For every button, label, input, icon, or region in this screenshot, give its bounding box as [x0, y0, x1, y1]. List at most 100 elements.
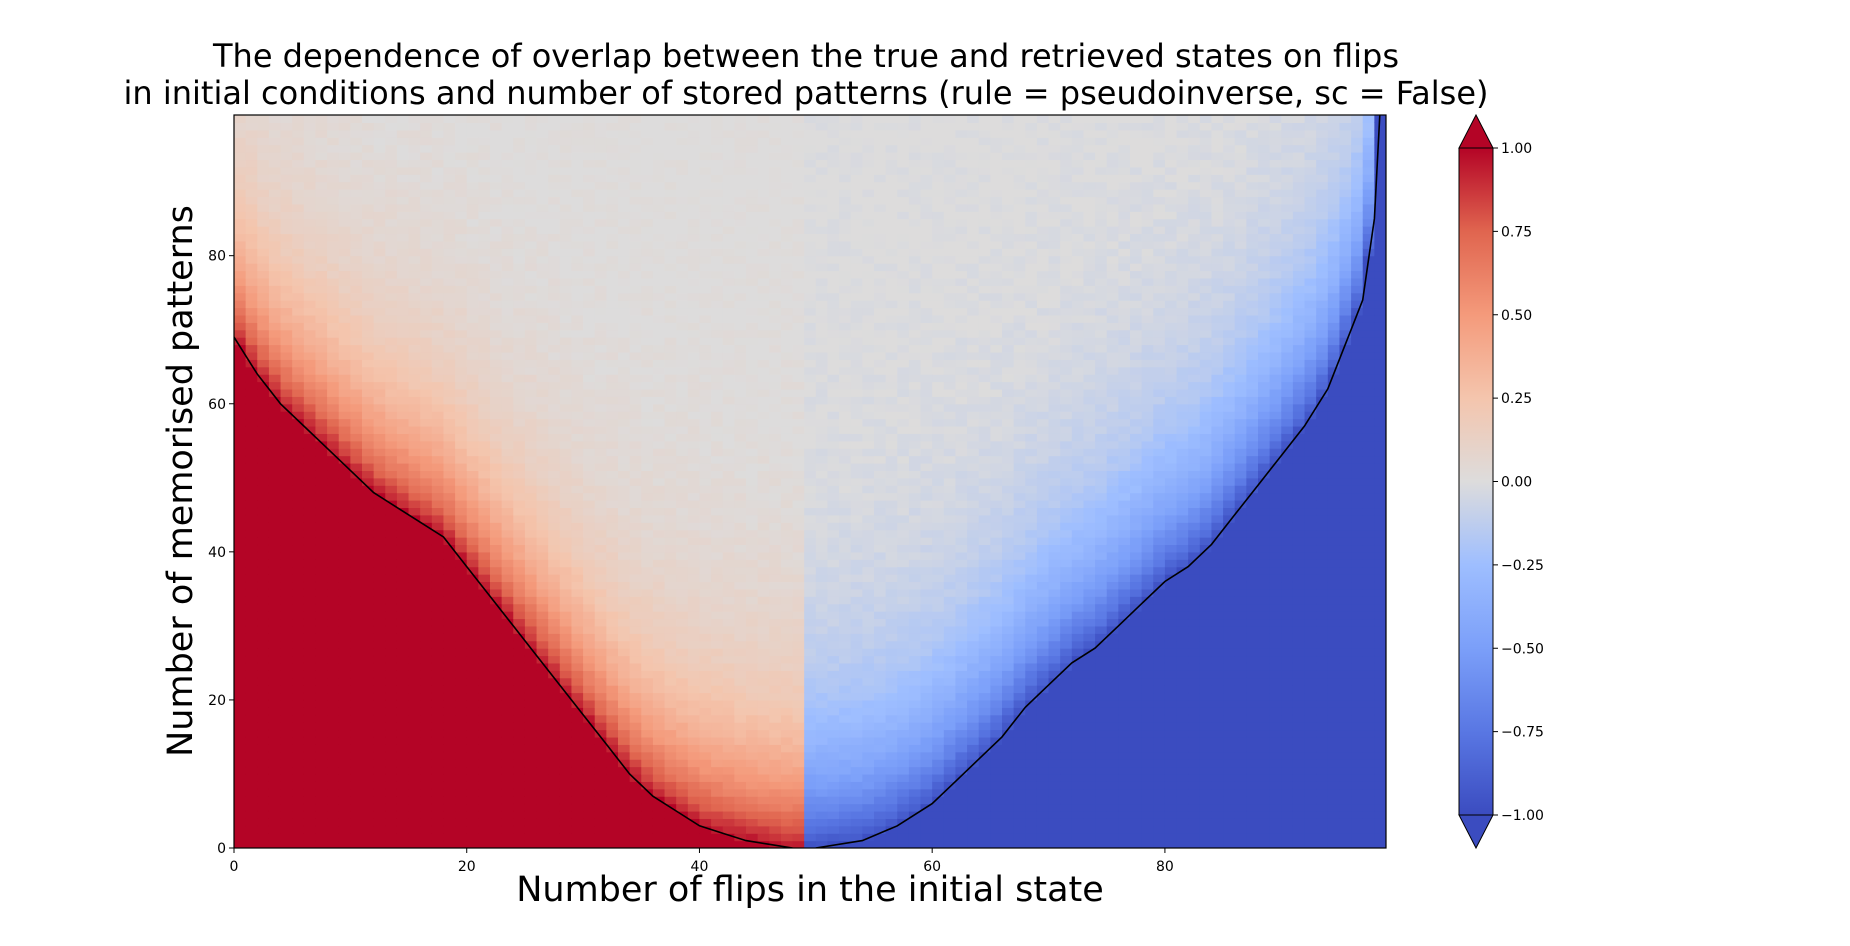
- heatmap-cell: [699, 166, 712, 175]
- heatmap-cell: [350, 203, 363, 212]
- heatmap-cell: [420, 766, 433, 775]
- heatmap-cell: [268, 403, 282, 412]
- heatmap-cell: [257, 544, 270, 553]
- heatmap-cell: [513, 588, 526, 597]
- heatmap-cell: [466, 529, 479, 538]
- heatmap-cell: [280, 455, 293, 464]
- heatmap-cell: [234, 152, 247, 161]
- heatmap-cell: [804, 211, 817, 220]
- heatmap-cell: [315, 588, 328, 597]
- heatmap-cell: [652, 677, 666, 686]
- heatmap-cell: [396, 277, 410, 286]
- heatmap-cell: [373, 285, 386, 294]
- heatmap-cell: [501, 270, 514, 279]
- heatmap-cell: [373, 707, 386, 716]
- heatmap-cell: [548, 825, 561, 834]
- heatmap-cell: [746, 425, 759, 434]
- heatmap-cell: [583, 759, 596, 768]
- heatmap-cell: [443, 544, 456, 553]
- heatmap-cell: [746, 337, 759, 346]
- heatmap-cell: [746, 189, 759, 198]
- heatmap-cell: [687, 840, 701, 848]
- heatmap-cell: [396, 366, 410, 375]
- heatmap-cell: [559, 189, 573, 198]
- heatmap-cell: [431, 403, 445, 412]
- heatmap-cell: [396, 159, 410, 168]
- heatmap-cell: [455, 470, 468, 479]
- heatmap-cell: [257, 603, 270, 612]
- heatmap-cell: [385, 588, 398, 597]
- heatmap-cell: [268, 307, 282, 316]
- heatmap-cell: [466, 248, 479, 257]
- heatmap-cell: [676, 692, 689, 701]
- heatmap-cell: [606, 618, 619, 627]
- heatmap-cell: [804, 307, 817, 316]
- heatmap-cell: [431, 744, 445, 753]
- heatmap-cell: [350, 537, 363, 546]
- heatmap-cell: [804, 633, 817, 642]
- heatmap-cell: [559, 411, 573, 420]
- heatmap-cell: [443, 685, 456, 694]
- heatmap-cell: [490, 174, 503, 183]
- heatmap-cell: [234, 492, 247, 501]
- heatmap-cell: [268, 655, 282, 664]
- heatmap-cell: [559, 766, 573, 775]
- heatmap-cell: [455, 307, 468, 316]
- heatmap-cell: [315, 633, 328, 642]
- heatmap-cell: [373, 500, 386, 509]
- heatmap-cell: [350, 751, 363, 760]
- heatmap-cell: [292, 596, 305, 605]
- heatmap-cell: [362, 129, 375, 138]
- heatmap-cell: [652, 625, 666, 634]
- heatmap-cell: [746, 781, 759, 790]
- heatmap-cell: [804, 677, 817, 686]
- heatmap-cell: [722, 840, 735, 848]
- heatmap-cell: [757, 670, 770, 679]
- heatmap-cell: [571, 240, 584, 249]
- heatmap-cell: [722, 425, 735, 434]
- heatmap-cell: [559, 403, 573, 412]
- heatmap-cell: [455, 270, 468, 279]
- heatmap-cell: [478, 366, 491, 375]
- heatmap-cell: [280, 492, 293, 501]
- heatmap-cell: [327, 714, 340, 723]
- heatmap-cell: [641, 603, 654, 612]
- heatmap-cell: [652, 485, 666, 494]
- heatmap-cell: [501, 662, 514, 671]
- heatmap-cell: [711, 218, 724, 227]
- heatmap-cell: [594, 773, 607, 782]
- heatmap-cell: [711, 766, 724, 775]
- heatmap-cell: [618, 137, 631, 146]
- heatmap-cell: [792, 396, 805, 405]
- heatmap-cell: [234, 551, 247, 560]
- heatmap-cell: [268, 633, 282, 642]
- heatmap-cell: [641, 714, 654, 723]
- heatmap-cell: [327, 492, 340, 501]
- heatmap-cell: [641, 692, 654, 701]
- heatmap-cell: [338, 226, 351, 235]
- heatmap-cell: [303, 263, 317, 272]
- heatmap-cell: [652, 152, 666, 161]
- heatmap-cell: [734, 218, 747, 227]
- heatmap-cell: [629, 751, 642, 760]
- heatmap-cell: [373, 670, 386, 679]
- heatmap-cell: [490, 137, 503, 146]
- heatmap-cell: [757, 403, 770, 412]
- heatmap-cell: [315, 455, 328, 464]
- heatmap-cell: [338, 211, 351, 220]
- heatmap-cell: [234, 263, 247, 272]
- heatmap-cell: [490, 181, 503, 190]
- heatmap-cell: [501, 440, 514, 449]
- heatmap-cell: [804, 181, 817, 190]
- heatmap-cell: [618, 492, 631, 501]
- heatmap-cell: [746, 722, 759, 731]
- heatmap-cell: [338, 588, 351, 597]
- heatmap-cell: [327, 166, 340, 175]
- heatmap-cell: [315, 492, 328, 501]
- heatmap-cell: [606, 440, 619, 449]
- heatmap-cell: [466, 810, 479, 819]
- heatmap-cell: [408, 144, 421, 153]
- heatmap-cell: [606, 366, 619, 375]
- heatmap-cell: [315, 270, 328, 279]
- heatmap-cell: [687, 796, 701, 805]
